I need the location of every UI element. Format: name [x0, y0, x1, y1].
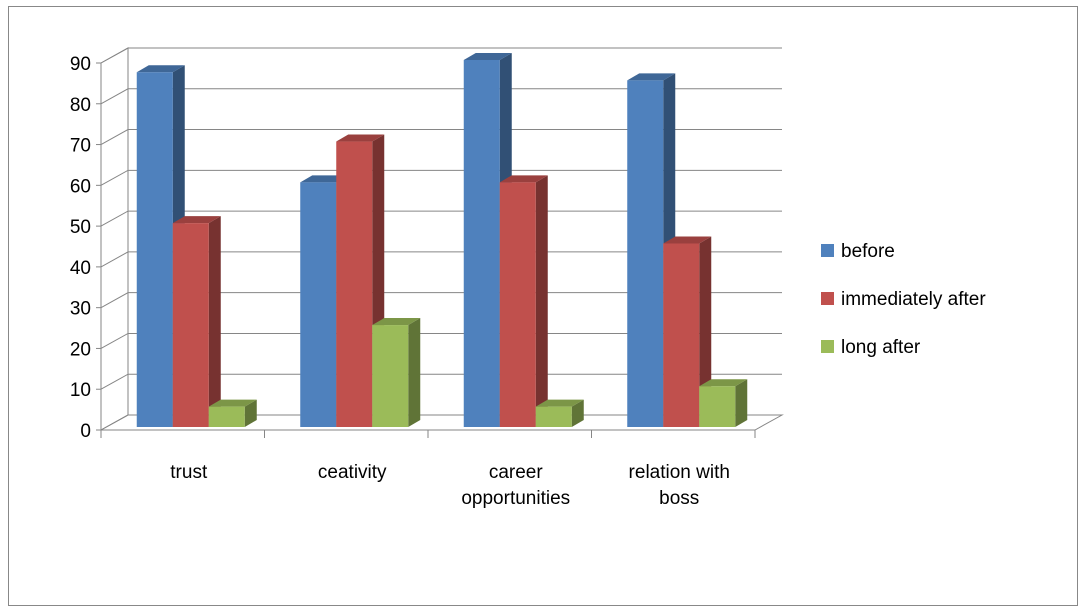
bar-front	[535, 406, 572, 427]
bar-top	[499, 175, 548, 183]
gridline	[100, 88, 782, 105]
bar	[535, 399, 584, 427]
bar-top	[336, 134, 385, 142]
y-tick-label: 90	[70, 54, 91, 75]
x-category-label: relation with boss	[629, 462, 730, 509]
legend-item: long after	[821, 337, 921, 358]
y-tick-label: 40	[70, 258, 91, 279]
gridline	[100, 169, 782, 186]
bar-top	[463, 53, 512, 60]
bar-top	[136, 65, 185, 73]
x-axis: trust ceativity career opportunities relatio…	[100, 429, 756, 509]
x-category-label: ceativity	[318, 462, 387, 483]
bar-front	[463, 60, 500, 427]
bar-side	[408, 318, 421, 427]
bars	[136, 53, 748, 428]
bar-top	[172, 216, 221, 224]
y-tick-label: 50	[70, 217, 91, 238]
bar-top	[663, 236, 712, 244]
bar-top	[627, 73, 676, 81]
bar-front	[663, 243, 700, 427]
x-category-label: career opportunities	[461, 462, 570, 509]
gridline	[100, 129, 782, 145]
bar-front	[627, 80, 664, 427]
y-tick-label: 80	[70, 95, 91, 116]
y-tick-label: 30	[70, 299, 91, 320]
y-axis: 0 10 20 30 40 50 60 70 80 90	[70, 54, 102, 442]
bar	[627, 73, 676, 427]
bar-top	[535, 399, 584, 407]
gridline	[100, 210, 782, 227]
legend-label: long after	[841, 337, 921, 358]
y-tick-label: 0	[80, 421, 91, 442]
legend-label: immediately after	[841, 289, 986, 310]
bar	[699, 379, 748, 427]
bar	[499, 175, 548, 427]
bar-front	[208, 406, 245, 427]
gridline	[100, 47, 782, 64]
bar	[208, 399, 257, 427]
gridline	[100, 332, 782, 349]
legend: before immediately after long after	[821, 241, 986, 358]
gridlines	[100, 47, 782, 431]
bar-side	[535, 175, 548, 427]
bar	[172, 216, 221, 427]
bar-side	[699, 236, 712, 427]
bar	[663, 236, 712, 427]
legend-swatch	[821, 244, 834, 257]
bar-side	[244, 399, 257, 427]
bar-chart: 0 10 20 30 40 50 60 70 80 90 trust ceativity career…	[70, 47, 986, 509]
legend-item: immediately after	[821, 289, 986, 310]
x-category-label: trust	[170, 462, 208, 483]
y-tick-label: 60	[70, 176, 91, 197]
bar-front	[372, 325, 409, 427]
legend-item: before	[821, 241, 895, 262]
bar-front	[699, 386, 736, 427]
bar-front	[136, 72, 173, 427]
bar-top	[208, 399, 257, 407]
y-tick-label: 20	[70, 339, 91, 360]
y-tick-label: 70	[70, 136, 91, 157]
legend-swatch	[821, 340, 834, 353]
y-tick-label: 10	[70, 380, 91, 401]
legend-label: before	[841, 241, 895, 262]
gridline	[100, 292, 782, 309]
legend-swatch	[821, 292, 834, 305]
bar-side	[571, 399, 584, 427]
bar-front	[172, 223, 209, 427]
bar-front	[499, 182, 536, 427]
gridline	[100, 373, 782, 390]
side-wall	[100, 47, 129, 431]
bar-top	[699, 379, 748, 387]
gridline	[100, 251, 782, 268]
bar-side	[735, 379, 748, 427]
bar	[372, 318, 421, 427]
chart-area: 0 10 20 30 40 50 60 70 80 90 trust ceativity career…	[8, 6, 1078, 606]
bar-front	[300, 182, 337, 427]
bar-front	[336, 141, 373, 428]
bar-side	[208, 216, 221, 427]
bar-top	[372, 318, 421, 326]
